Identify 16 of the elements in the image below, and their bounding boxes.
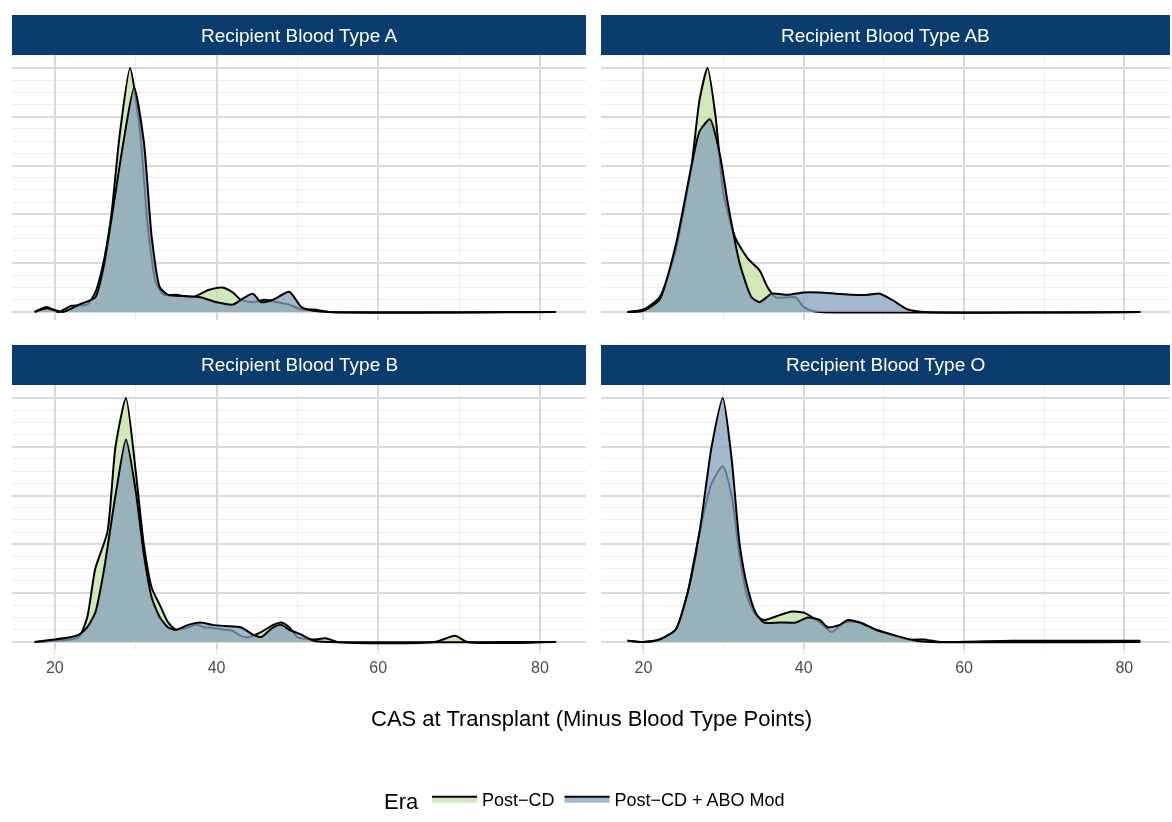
x-tick-label: 20	[634, 659, 653, 677]
x-tick-label: 20	[45, 659, 64, 677]
x-tick-label: 40	[794, 659, 813, 677]
x-tick-label: 80	[1115, 659, 1134, 677]
chart-title: Recipient Blood Type O	[786, 354, 986, 375]
legend-title: Era	[384, 789, 419, 815]
x-axis-title: CAS at Transplant (Minus Blood Type Points)	[371, 706, 813, 731]
chart-title: Recipient Blood Type A	[201, 25, 398, 46]
chart-title: Recipient Blood Type AB	[781, 25, 990, 46]
x-tick-label: 40	[207, 659, 226, 677]
x-tick-label: 60	[369, 659, 388, 677]
x-tick-label: 60	[955, 659, 974, 677]
chart-title: Recipient Blood Type B	[201, 354, 399, 375]
x-tick-label: 80	[531, 659, 549, 677]
legend-label: Post−CD	[482, 789, 555, 810]
legend-label: Post−CD + ABO Mod	[614, 789, 785, 810]
